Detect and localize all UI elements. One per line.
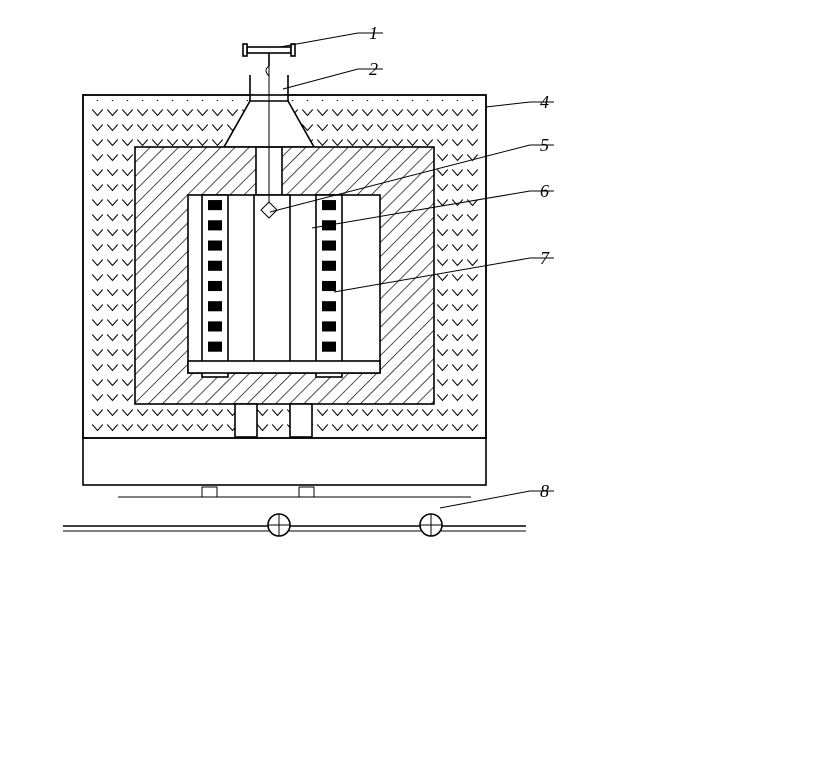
heater-left [202, 195, 228, 377]
callout-label-5: 5 [540, 135, 549, 155]
base-plate [83, 438, 486, 485]
callout-label-2: 2 [369, 59, 378, 79]
heater-right [316, 195, 342, 377]
callout-label-7: 7 [540, 248, 550, 268]
callout-label-1: 1 [369, 23, 378, 43]
callout-label-4: 4 [540, 92, 549, 112]
callout-label-6: 6 [540, 181, 549, 201]
callout-label-8: 8 [540, 481, 549, 501]
